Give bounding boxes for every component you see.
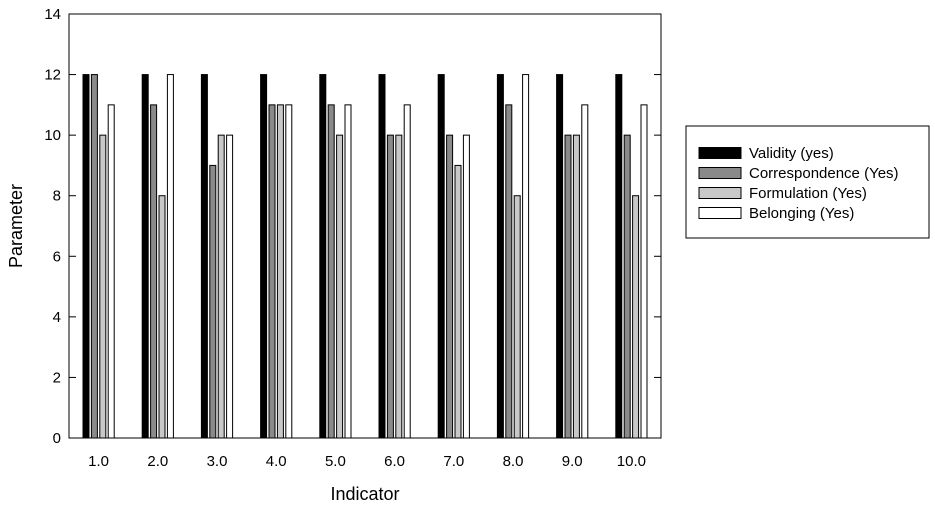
bar-4-5.0 bbox=[344, 104, 352, 439]
y-tick-label: 8 bbox=[53, 188, 61, 205]
bar-3-7.0 bbox=[454, 164, 462, 439]
bar-2-2.0 bbox=[150, 104, 158, 439]
bar-4-10.0 bbox=[640, 104, 648, 439]
y-tick-label: 14 bbox=[44, 6, 61, 23]
legend-label: Validity (yes) bbox=[749, 145, 834, 162]
legend-items: Validity (yes) Correspondence (Yes) Formul… bbox=[698, 145, 899, 222]
bar-3-1.0 bbox=[99, 134, 107, 439]
x-tick-label: 1.0 bbox=[88, 453, 109, 470]
y-axis: 0 2 4 6 8 10 12 14 bbox=[44, 6, 661, 447]
legend-label: Correspondence (Yes) bbox=[749, 165, 899, 182]
y-tick-label: 12 bbox=[44, 67, 61, 84]
plot-frame bbox=[68, 13, 662, 439]
bar-1-2.0 bbox=[141, 74, 149, 439]
bar-3-9.0 bbox=[572, 134, 580, 439]
bar-4-7.0 bbox=[462, 134, 470, 439]
bar-1-8.0 bbox=[496, 74, 504, 439]
bar-2-3.0 bbox=[209, 164, 217, 439]
bar-3-3.0 bbox=[217, 134, 225, 439]
x-axis: 1.0 2.0 3.0 4.0 5.0 6.0 7.0 8.0 9.0 10.0 bbox=[88, 453, 646, 470]
bar-3-4.0 bbox=[276, 104, 284, 439]
x-tick-label: 2.0 bbox=[147, 453, 168, 470]
bar-2-9.0 bbox=[564, 134, 572, 439]
y-tick-label: 0 bbox=[53, 430, 61, 447]
bar-4-2.0 bbox=[166, 74, 174, 439]
bar-4-1.0 bbox=[107, 104, 115, 439]
bar-2-7.0 bbox=[446, 134, 454, 439]
x-tick-label: 4.0 bbox=[266, 453, 287, 470]
legend: Validity (yes) Correspondence (Yes) Formul… bbox=[685, 125, 930, 239]
y-tick-label: 10 bbox=[44, 127, 61, 144]
bar-4-9.0 bbox=[581, 104, 589, 439]
legend-swatch bbox=[698, 187, 742, 199]
bar-4-6.0 bbox=[403, 104, 411, 439]
bar-3-2.0 bbox=[158, 195, 166, 439]
bar-4-8.0 bbox=[522, 74, 530, 439]
bar-2-5.0 bbox=[327, 104, 335, 439]
bar-1-6.0 bbox=[378, 74, 386, 439]
bar-1-10.0 bbox=[615, 74, 623, 439]
bar-1-1.0 bbox=[82, 74, 90, 439]
legend-swatch bbox=[698, 167, 742, 179]
x-tick-label: 5.0 bbox=[325, 453, 346, 470]
legend-label: Belonging (Yes) bbox=[749, 205, 854, 222]
x-tick-label: 8.0 bbox=[503, 453, 524, 470]
x-axis-title: Indicator bbox=[330, 484, 399, 504]
bar-1-7.0 bbox=[437, 74, 445, 439]
bar-4-4.0 bbox=[285, 104, 293, 439]
x-tick-label: 6.0 bbox=[384, 453, 405, 470]
x-tick-label: 9.0 bbox=[562, 453, 583, 470]
legend-swatch bbox=[698, 207, 742, 219]
legend-swatch bbox=[698, 147, 742, 159]
x-tick-label: 3.0 bbox=[207, 453, 228, 470]
bar-3-10.0 bbox=[632, 195, 640, 439]
bar-2-8.0 bbox=[505, 104, 513, 439]
bar-1-5.0 bbox=[319, 74, 327, 439]
bar-3-8.0 bbox=[513, 195, 521, 439]
y-tick-label: 4 bbox=[53, 309, 61, 326]
x-tick-label: 7.0 bbox=[443, 453, 464, 470]
legend-box bbox=[685, 125, 930, 239]
bar-1-3.0 bbox=[200, 74, 208, 439]
bar-2-10.0 bbox=[623, 134, 631, 439]
bar-1-4.0 bbox=[260, 74, 268, 439]
bar-3-6.0 bbox=[395, 134, 403, 439]
bars-layer bbox=[82, 74, 648, 439]
bar-2-1.0 bbox=[90, 74, 98, 439]
y-tick-label: 2 bbox=[53, 369, 61, 386]
y-tick-label: 6 bbox=[53, 248, 61, 265]
bar-2-4.0 bbox=[268, 104, 276, 439]
bar-4-3.0 bbox=[226, 134, 234, 439]
bar-1-9.0 bbox=[556, 74, 564, 439]
bar-3-5.0 bbox=[336, 134, 344, 439]
legend-label: Formulation (Yes) bbox=[749, 185, 867, 202]
bar-2-6.0 bbox=[386, 134, 394, 439]
x-tick-label: 10.0 bbox=[617, 453, 646, 470]
y-axis-title: Parameter bbox=[6, 184, 26, 268]
